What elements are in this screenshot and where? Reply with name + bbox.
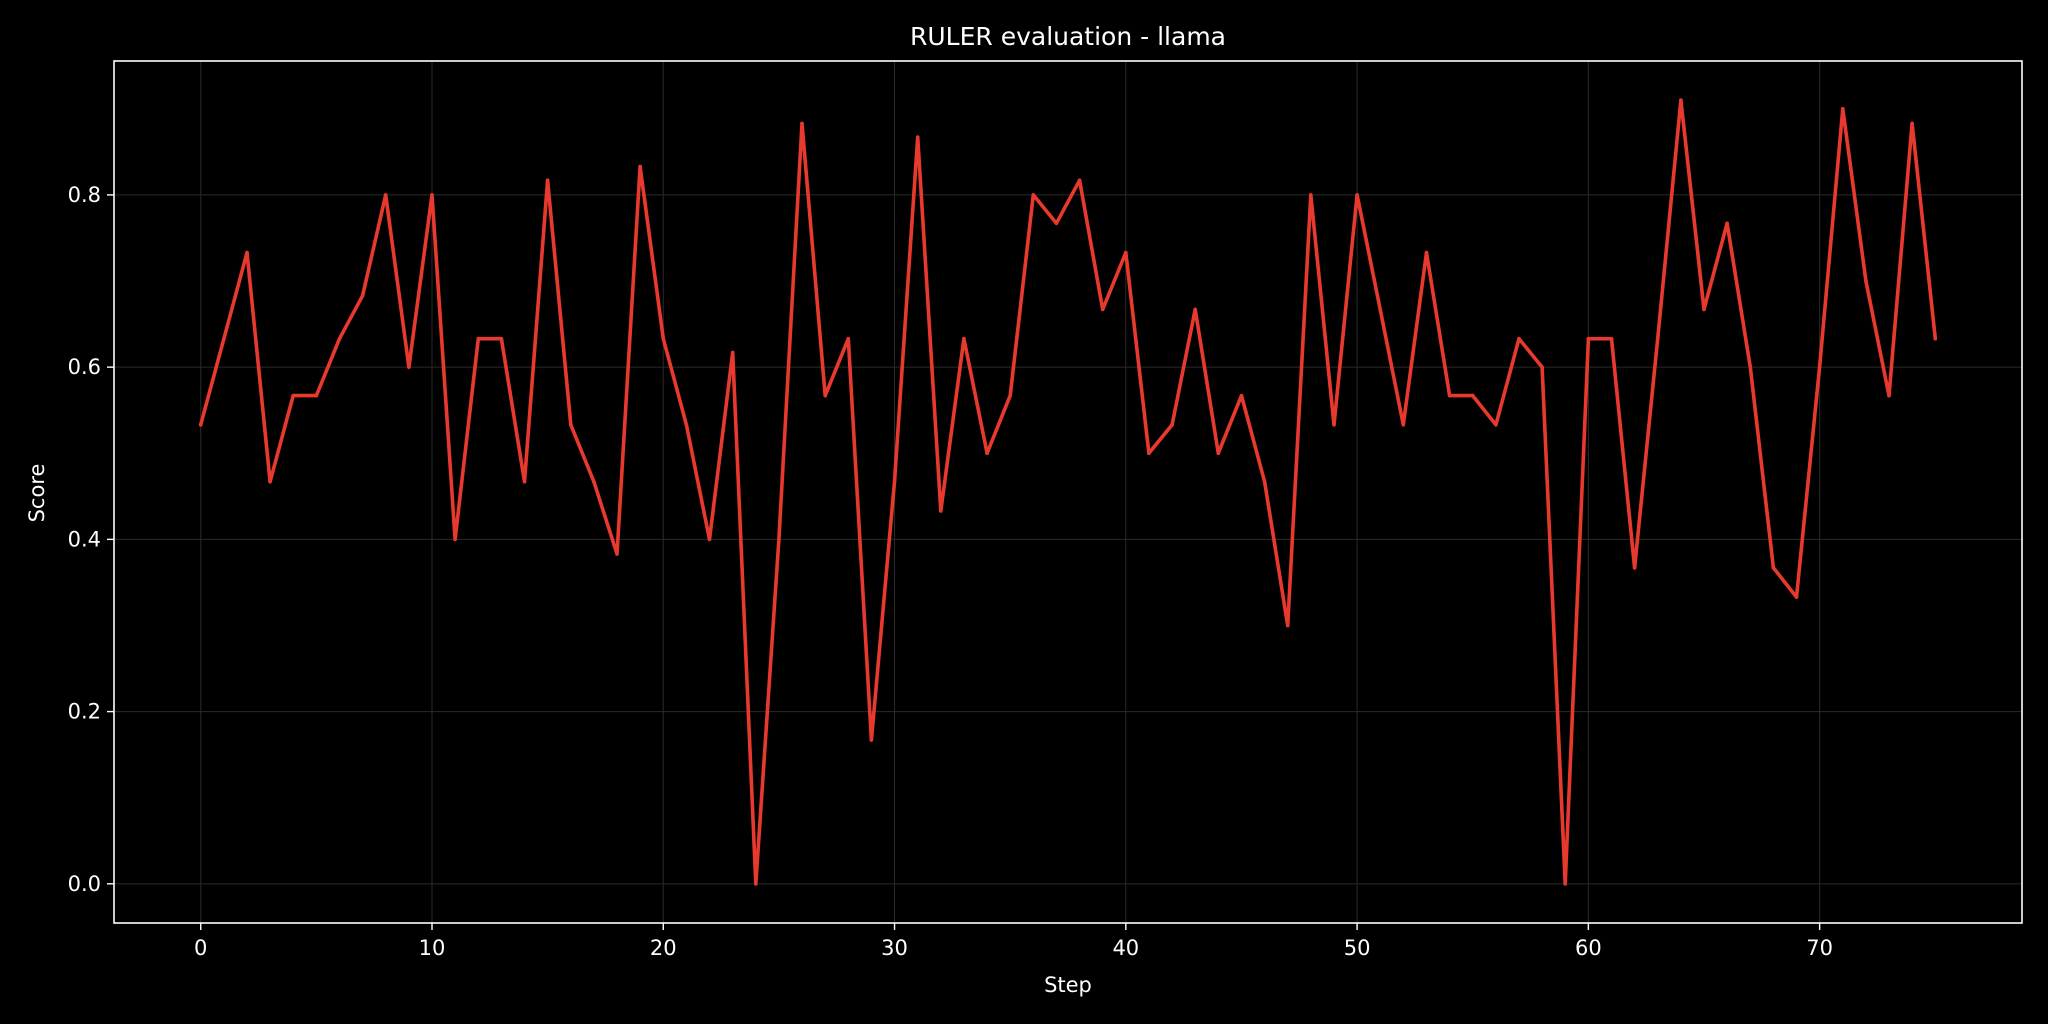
data-point xyxy=(1702,307,1706,312)
x-tick-label: 20 xyxy=(650,936,677,960)
data-point xyxy=(777,537,781,542)
data-point xyxy=(1447,393,1452,398)
data-point xyxy=(1355,193,1359,197)
data-point xyxy=(268,479,272,484)
data-point xyxy=(522,479,527,484)
data-point xyxy=(1031,193,1036,197)
data-point xyxy=(1725,221,1729,226)
data-point xyxy=(1170,423,1174,427)
data-point xyxy=(569,423,573,427)
data-point xyxy=(1332,423,1336,427)
data-point xyxy=(823,393,827,398)
data-point xyxy=(1933,336,1938,341)
data-point xyxy=(1216,451,1221,456)
y-tick-label: 0.4 xyxy=(68,527,101,551)
x-tick-label: 50 xyxy=(1344,936,1371,960)
data-point xyxy=(1147,451,1151,456)
x-tick-label: 70 xyxy=(1806,936,1833,960)
data-point xyxy=(198,423,203,427)
data-point xyxy=(430,193,434,197)
data-point xyxy=(1401,423,1406,427)
data-point xyxy=(1632,566,1637,570)
data-point xyxy=(1239,393,1244,398)
chart-title: RULER evaluation - llama xyxy=(910,22,1226,51)
data-point xyxy=(1470,393,1475,398)
data-point xyxy=(985,451,989,456)
x-tick-label: 0 xyxy=(194,936,207,960)
data-point xyxy=(1609,336,1614,341)
y-tick-label: 0.6 xyxy=(68,355,101,379)
data-point xyxy=(1586,336,1591,341)
data-point xyxy=(638,164,642,169)
x-tick-label: 10 xyxy=(419,936,446,960)
y-tick-label: 0.0 xyxy=(68,872,101,896)
data-point xyxy=(684,423,689,427)
data-point xyxy=(1309,193,1313,197)
data-point xyxy=(707,537,712,542)
axes-frame xyxy=(113,60,2023,924)
data-point xyxy=(1262,479,1267,484)
data-point xyxy=(1517,336,1521,341)
data-point xyxy=(1563,882,1567,886)
data-point xyxy=(1494,423,1498,427)
data-point xyxy=(1193,307,1197,312)
y-tick-label: 0.2 xyxy=(68,700,101,724)
data-point xyxy=(730,350,735,355)
x-tick-label: 60 xyxy=(1575,936,1602,960)
data-point xyxy=(1054,221,1059,226)
data-point xyxy=(1910,121,1914,126)
data-point xyxy=(1817,365,1822,369)
data-point xyxy=(499,336,504,341)
y-tick-label: 0.8 xyxy=(68,183,101,207)
data-point xyxy=(869,738,874,742)
data-point xyxy=(1285,623,1290,628)
series-group xyxy=(198,98,1938,886)
data-point xyxy=(1655,336,1660,341)
data-point xyxy=(1100,307,1105,312)
data-point xyxy=(1841,107,1845,111)
data-point xyxy=(939,509,943,513)
data-point xyxy=(800,121,804,126)
data-point xyxy=(915,135,920,139)
data-point xyxy=(291,393,296,398)
data-point xyxy=(615,552,619,556)
data-point xyxy=(1887,393,1891,398)
data-point xyxy=(453,537,457,542)
x-tick-label: 30 xyxy=(881,936,908,960)
data-point xyxy=(1794,595,1799,599)
data-point xyxy=(1077,178,1082,183)
y-axis-label: Score xyxy=(25,464,49,523)
data-point xyxy=(383,193,388,197)
data-point xyxy=(962,336,966,341)
data-point xyxy=(1771,566,1776,570)
data-point xyxy=(476,336,481,341)
data-point xyxy=(1679,98,1683,102)
data-point xyxy=(407,365,411,369)
data-point xyxy=(314,393,319,398)
data-point xyxy=(846,336,851,341)
data-point xyxy=(545,178,550,183)
data-point xyxy=(337,336,342,341)
data-point xyxy=(1540,365,1544,369)
data-point xyxy=(1864,279,1868,283)
data-point xyxy=(1748,365,1753,369)
x-tick-label: 40 xyxy=(1112,936,1139,960)
data-point xyxy=(754,882,758,886)
data-point xyxy=(245,250,249,255)
series-line xyxy=(198,98,1938,886)
data-point xyxy=(1378,307,1382,312)
data-point xyxy=(1424,250,1429,255)
data-point xyxy=(892,479,897,484)
data-point xyxy=(592,479,596,484)
data-point xyxy=(1008,393,1012,398)
y-axis-ticks: 0.0 0.2 0.4 0.6 0.8 xyxy=(68,183,114,896)
data-point xyxy=(1124,250,1128,255)
data-point xyxy=(360,293,365,298)
data-point xyxy=(661,336,666,341)
data-point xyxy=(222,336,226,341)
x-axis-label: Step xyxy=(1044,973,1092,997)
x-axis-ticks: 0 10 20 30 40 50 60 70 xyxy=(194,923,1833,960)
